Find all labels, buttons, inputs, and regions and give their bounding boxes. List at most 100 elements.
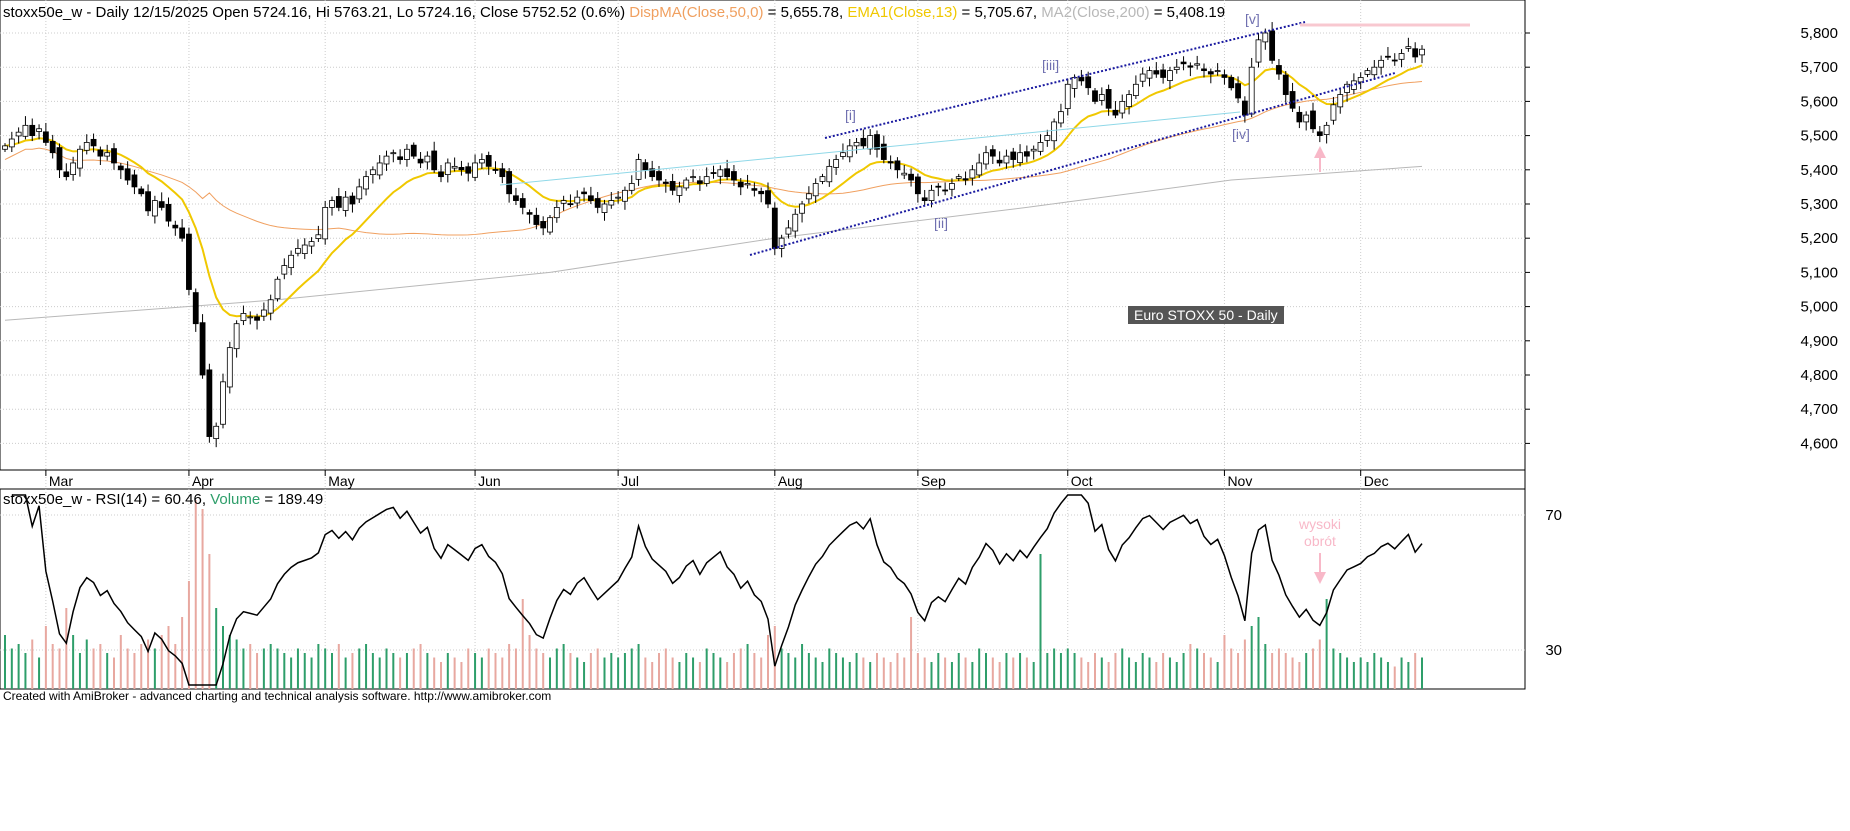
volume-bar <box>801 644 804 689</box>
volume-bar <box>106 653 109 689</box>
volume-bar <box>712 653 715 689</box>
x-tick-label: Nov <box>1227 473 1252 489</box>
footer-credit: Created with AmiBroker - advanced charti… <box>3 689 552 703</box>
volume-bar <box>705 648 708 689</box>
y-tick-label: 5,000 <box>1800 299 1838 316</box>
candle-body <box>1241 100 1248 116</box>
arrow-down-icon <box>1314 572 1326 584</box>
volume-bar <box>167 626 170 689</box>
volume-bar <box>487 648 490 689</box>
x-tick-label: Apr <box>192 473 214 489</box>
candle-body <box>880 143 887 160</box>
volume-bar <box>596 648 599 689</box>
volume-bar <box>85 639 88 689</box>
candle-body <box>465 166 472 174</box>
candle-body <box>1310 110 1316 130</box>
wave-label: [iii] <box>1042 57 1059 73</box>
volume-bar <box>664 648 667 689</box>
volume-bar <box>187 581 190 689</box>
volume-bar <box>276 648 279 689</box>
volume-bar <box>1421 657 1423 689</box>
candle-body <box>158 201 165 208</box>
candle-body <box>322 207 329 240</box>
volume-bar <box>1168 657 1171 689</box>
candle-body <box>894 160 901 171</box>
candle-body <box>1126 94 1132 107</box>
volume-bar <box>337 644 340 689</box>
volume-bar <box>889 662 892 689</box>
volume-bar <box>133 653 136 689</box>
candle-body <box>492 169 499 171</box>
candle-body <box>949 183 955 190</box>
volume-value: = 189.49 <box>260 491 324 508</box>
volume-bar <box>1196 648 1199 689</box>
volume-bar <box>1080 657 1083 689</box>
candle-body <box>56 147 63 171</box>
candle-body <box>506 171 513 195</box>
volume-bar <box>746 644 749 689</box>
volume-bar <box>1291 657 1294 689</box>
candle-body <box>846 145 853 158</box>
volume-bar <box>773 626 776 689</box>
candle-body <box>1412 48 1419 58</box>
candle-body <box>1364 70 1371 75</box>
candle-body <box>83 142 90 151</box>
volume-bar <box>1339 653 1342 689</box>
volume-bar <box>1066 648 1069 689</box>
volume-bar <box>910 617 913 689</box>
volume-bar <box>630 648 633 689</box>
candle-body <box>908 173 914 181</box>
x-tick-label: Jun <box>478 473 501 489</box>
volume-bar <box>283 653 286 689</box>
volume-bar <box>1182 653 1185 689</box>
volume-bar <box>317 644 320 689</box>
volume-bar <box>1059 653 1062 689</box>
candle-body <box>444 162 451 175</box>
volume-bar <box>780 648 783 689</box>
volume-bar <box>978 648 981 689</box>
candle-body <box>1078 77 1085 82</box>
candle-body <box>1112 109 1119 116</box>
volume-bar <box>365 644 368 689</box>
volume-bar <box>249 644 252 689</box>
candle-body <box>1051 121 1058 142</box>
candle-body <box>656 171 662 181</box>
candle-body <box>1303 114 1310 123</box>
candle-body <box>1337 94 1344 108</box>
volume-bar <box>855 653 858 689</box>
volume-bar <box>1386 662 1389 689</box>
volume-bar <box>92 648 95 689</box>
volume-bar <box>1087 662 1090 689</box>
candle-body <box>404 148 410 160</box>
volume-bar <box>617 657 620 689</box>
volume-bar <box>1250 626 1253 689</box>
rsi-tick-label: 30 <box>1545 642 1562 659</box>
candle-body <box>799 203 805 214</box>
volume-bar <box>1414 653 1417 689</box>
candle-body <box>826 165 833 183</box>
volume-bar <box>726 662 729 689</box>
candle-body <box>1044 135 1051 141</box>
y-tick-label: 5,600 <box>1800 93 1838 110</box>
volume-bar <box>535 648 538 689</box>
candle-body <box>213 425 220 440</box>
candle-body <box>696 180 703 184</box>
volume-bar <box>1025 657 1028 689</box>
volume-bar <box>807 653 810 689</box>
candle-body <box>145 191 151 212</box>
candle-body <box>1194 63 1201 66</box>
volume-bar <box>957 653 960 689</box>
volume-bar <box>160 635 163 689</box>
ma200-value: = 5,408.19 <box>1149 4 1226 21</box>
candle-body <box>260 309 267 317</box>
candle-body <box>206 369 213 437</box>
volume-bar <box>835 653 838 689</box>
volume-bar <box>719 657 722 689</box>
candle-body <box>104 152 111 157</box>
volume-bar <box>256 653 259 689</box>
candle-body <box>22 124 29 137</box>
candle-body <box>771 207 778 249</box>
candle-body <box>49 141 56 154</box>
